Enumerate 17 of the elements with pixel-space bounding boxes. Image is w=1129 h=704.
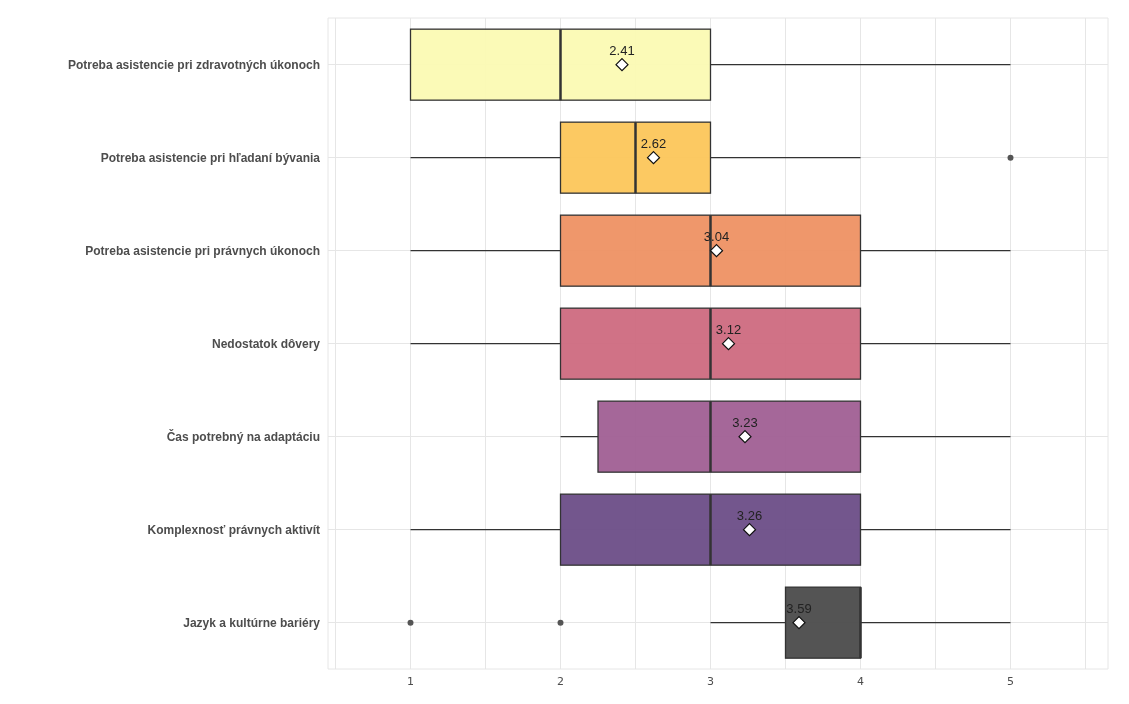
y-tick-label: Potreba asistencie pri zdravotných úkonoch (67, 57, 320, 72)
x-tick-label: 1 (407, 674, 414, 688)
y-tick-label: Čas potrebný na adaptáciu (166, 428, 320, 444)
text: 3.23 (732, 414, 758, 430)
text: 2.62 (640, 135, 667, 151)
y-tick-label: Potreba asistencie pri právnych úkonoch (85, 243, 320, 258)
y-tick-label: Jazyk a kultúrne bariéry (183, 615, 321, 630)
y-tick-label: Potreba asistencie pri hľadaní bývania (100, 150, 321, 165)
x-tick-label: 5 (1007, 674, 1014, 688)
y-tick-label: Nedostatok dôvery (211, 336, 321, 351)
y-tick-label: Komplexnosť právnych aktivít (147, 522, 320, 537)
x-tick-label: 3 (707, 674, 714, 688)
x-tick-label: 4 (857, 674, 864, 688)
text: 2.41 (609, 42, 635, 58)
text: 3.12 (715, 321, 742, 337)
text: 3.26 (736, 507, 763, 523)
x-tick-label: 2 (557, 674, 564, 688)
